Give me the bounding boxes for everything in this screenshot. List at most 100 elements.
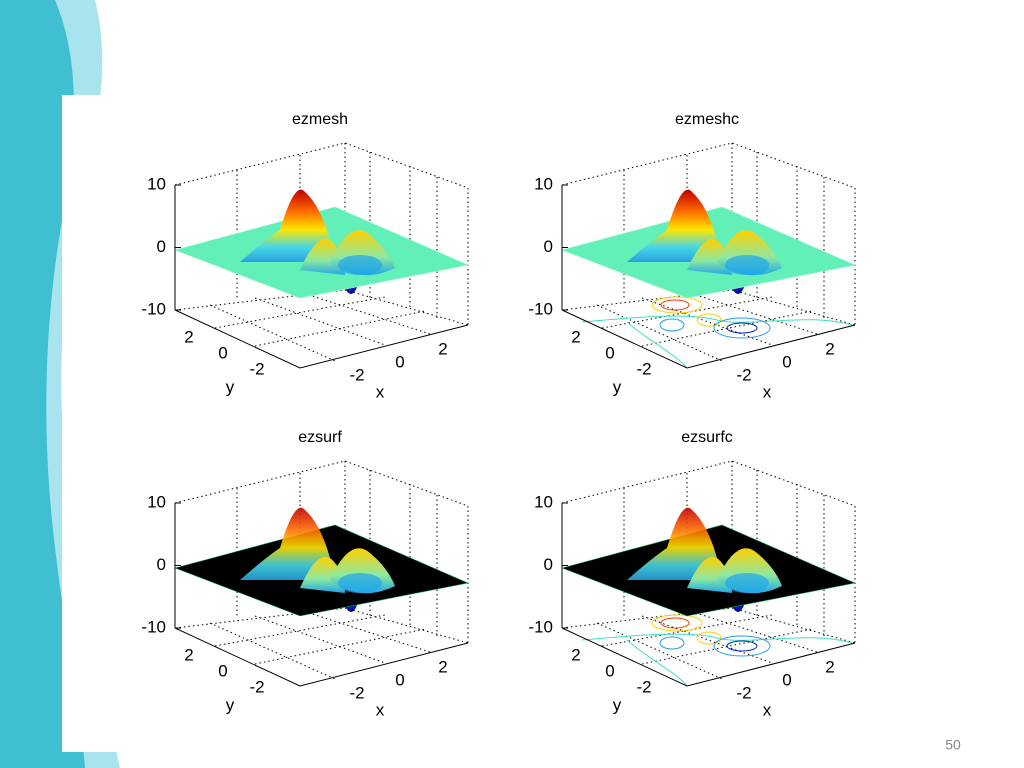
y-tick-label: -2 <box>249 677 264 696</box>
y-tick-label: 0 <box>605 661 614 680</box>
contour <box>651 614 703 632</box>
contour <box>696 313 722 327</box>
y-tick-label: 0 <box>605 343 614 362</box>
y-tick-label: 0 <box>218 343 227 362</box>
contour <box>726 640 758 652</box>
x-tick-label: -2 <box>736 365 751 384</box>
surface-bump <box>300 556 345 593</box>
floor-front <box>174 627 469 687</box>
x-axis-label: x <box>376 382 385 401</box>
y-tick-label: 2 <box>571 645 580 664</box>
x-tick-label: 2 <box>825 339 834 358</box>
x-tick-label: 2 <box>825 657 834 676</box>
z-tick-label: -10 <box>528 299 553 318</box>
y-tick-label: -2 <box>249 359 264 378</box>
x-tick-label: 0 <box>395 352 404 371</box>
contour <box>581 633 853 644</box>
z-tick-label: 0 <box>544 237 553 256</box>
contour <box>726 322 758 334</box>
grid-line <box>214 614 386 647</box>
floor-back <box>174 607 469 644</box>
y-tick-label: 2 <box>184 327 193 346</box>
content-panel <box>62 95 1024 752</box>
surface-hole <box>338 573 382 593</box>
grid-line <box>686 291 818 335</box>
surface-bump <box>687 238 732 275</box>
z-tick-label: 0 <box>157 237 166 256</box>
floor-back <box>561 607 856 644</box>
floor-front <box>561 627 856 687</box>
grid-line <box>596 622 723 680</box>
contour <box>626 639 688 687</box>
grid-line <box>254 297 386 346</box>
contour <box>696 631 722 645</box>
x-tick-label: -2 <box>349 365 364 384</box>
contour <box>713 635 771 657</box>
grid-line <box>641 297 773 346</box>
x-tick-label: 2 <box>438 339 447 358</box>
grid-line <box>209 622 336 680</box>
contour <box>659 318 685 332</box>
x-tick-label: -2 <box>736 683 751 702</box>
z-tick-label: 10 <box>534 174 553 193</box>
y-axis-label: y <box>613 695 622 714</box>
y-tick-label: 0 <box>218 661 227 680</box>
z-tick-label: 0 <box>157 555 166 574</box>
grid-line <box>299 291 431 335</box>
surface-bump <box>300 238 345 275</box>
z-tick-label: 0 <box>544 555 553 574</box>
grid-line <box>209 304 336 362</box>
x-tick-label: -2 <box>349 683 364 702</box>
z-tick-label: -10 <box>528 617 553 636</box>
x-axis-label: x <box>376 700 385 719</box>
floor-back <box>174 289 469 326</box>
figure: ezmesh 10 0 -10 2 0 -2 -2 0 2 y x ezmeshc 10 0 -10 2 0 -2 -… <box>141 111 857 719</box>
x-tick-label: 0 <box>782 352 791 371</box>
x-axis-label: x <box>763 700 772 719</box>
x-tick-label: 0 <box>782 670 791 689</box>
box-top <box>174 460 469 507</box>
grid-line <box>596 304 723 362</box>
y-axis-label: y <box>226 377 235 396</box>
box-top <box>561 142 856 189</box>
grid-line <box>254 615 386 664</box>
contour <box>660 617 690 629</box>
subplot-title: ezsurf <box>298 429 342 446</box>
y-tick-label: -2 <box>636 677 651 696</box>
contour <box>713 317 771 339</box>
grid-line <box>686 609 818 653</box>
y-axis-label: y <box>613 377 622 396</box>
grid-line <box>214 296 386 329</box>
y-tick-label: -2 <box>636 359 651 378</box>
surface-hole <box>725 573 769 593</box>
x-tick-label: 0 <box>395 670 404 689</box>
grid-line <box>299 609 431 653</box>
y-tick-label: 2 <box>184 645 193 664</box>
subplot-title: ezmesh <box>292 111 348 128</box>
subplot: ezmeshc 10 0 -10 2 0 -2 -2 0 2 y x <box>528 111 857 401</box>
contour <box>659 636 685 650</box>
z-tick-label: -10 <box>141 299 166 318</box>
box-top <box>174 142 469 189</box>
surface-bump <box>687 556 732 593</box>
subplot: ezsurf 10 0 -10 2 0 -2 -2 0 2 y x <box>141 429 470 719</box>
contour <box>651 296 703 314</box>
contour <box>660 299 690 311</box>
subplot: ezsurfc 10 0 -10 2 0 -2 -2 0 2 y x <box>528 429 857 719</box>
floor-back <box>561 289 856 326</box>
x-tick-label: 2 <box>438 657 447 676</box>
z-tick-label: -10 <box>141 617 166 636</box>
surface-hole <box>338 255 382 275</box>
subplot-title: ezmeshc <box>675 111 739 128</box>
z-tick-label: 10 <box>534 492 553 511</box>
box-top <box>561 460 856 507</box>
subplot: ezmesh 10 0 -10 2 0 -2 -2 0 2 y x <box>141 111 470 401</box>
page-number: 50 <box>945 737 961 753</box>
floor-front <box>174 309 469 369</box>
contour <box>581 315 853 326</box>
grid-line <box>641 615 773 664</box>
surface-hole <box>725 255 769 275</box>
floor-front <box>561 309 856 369</box>
